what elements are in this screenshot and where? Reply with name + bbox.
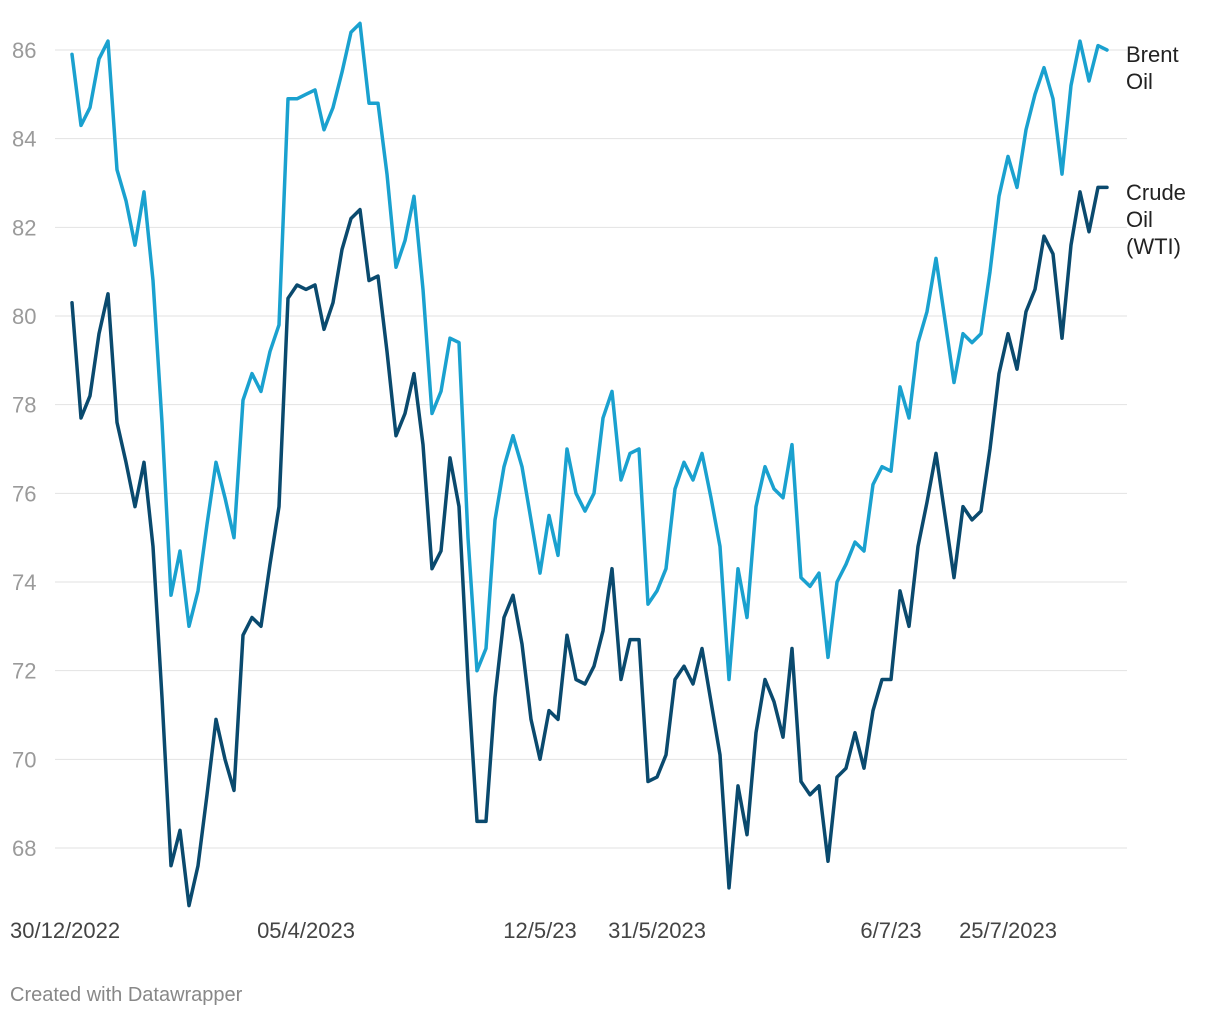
y-tick-label: 72 [12, 659, 36, 684]
credit-text: Created with Datawrapper [10, 984, 243, 1006]
y-axis: 86 84 82 80 78 76 74 72 70 68 [12, 38, 36, 861]
series-lines [70, 21, 1109, 908]
x-tick-label: 25/7/2023 [959, 918, 1057, 943]
x-tick-label: 31/5/2023 [608, 918, 706, 943]
series-line-crude-oil-wti [70, 185, 1109, 908]
legend-label: Crude [1126, 180, 1186, 205]
legend-label: (WTI) [1126, 234, 1181, 259]
x-axis: 30/12/2022 05/4/2023 12/5/23 31/5/2023 6/7/2… [10, 918, 1057, 943]
y-tick-label: 74 [12, 570, 36, 595]
y-tick-label: 76 [12, 481, 36, 506]
x-tick-label: 12/5/23 [503, 918, 576, 943]
series-line-brent-oil [70, 21, 1109, 682]
y-tick-label: 68 [12, 836, 36, 861]
y-tick-label: 84 [12, 127, 36, 152]
x-tick-label: 6/7/23 [860, 918, 921, 943]
line-chart: 86 84 82 80 78 76 74 72 70 68 30/12/2022 05/4/2023… [10, 21, 1186, 943]
y-tick-label: 70 [12, 747, 36, 772]
legend-label: Oil [1126, 69, 1153, 94]
y-tick-label: 82 [12, 215, 36, 240]
y-tick-label: 80 [12, 304, 36, 329]
x-tick-label: 05/4/2023 [257, 918, 355, 943]
legend-label: Oil [1126, 207, 1153, 232]
y-tick-label: 86 [12, 38, 36, 63]
gridlines [55, 49, 1127, 849]
x-tick-label: 30/12/2022 [10, 918, 120, 943]
legend-label: Brent [1126, 42, 1179, 67]
y-tick-label: 78 [12, 393, 36, 418]
